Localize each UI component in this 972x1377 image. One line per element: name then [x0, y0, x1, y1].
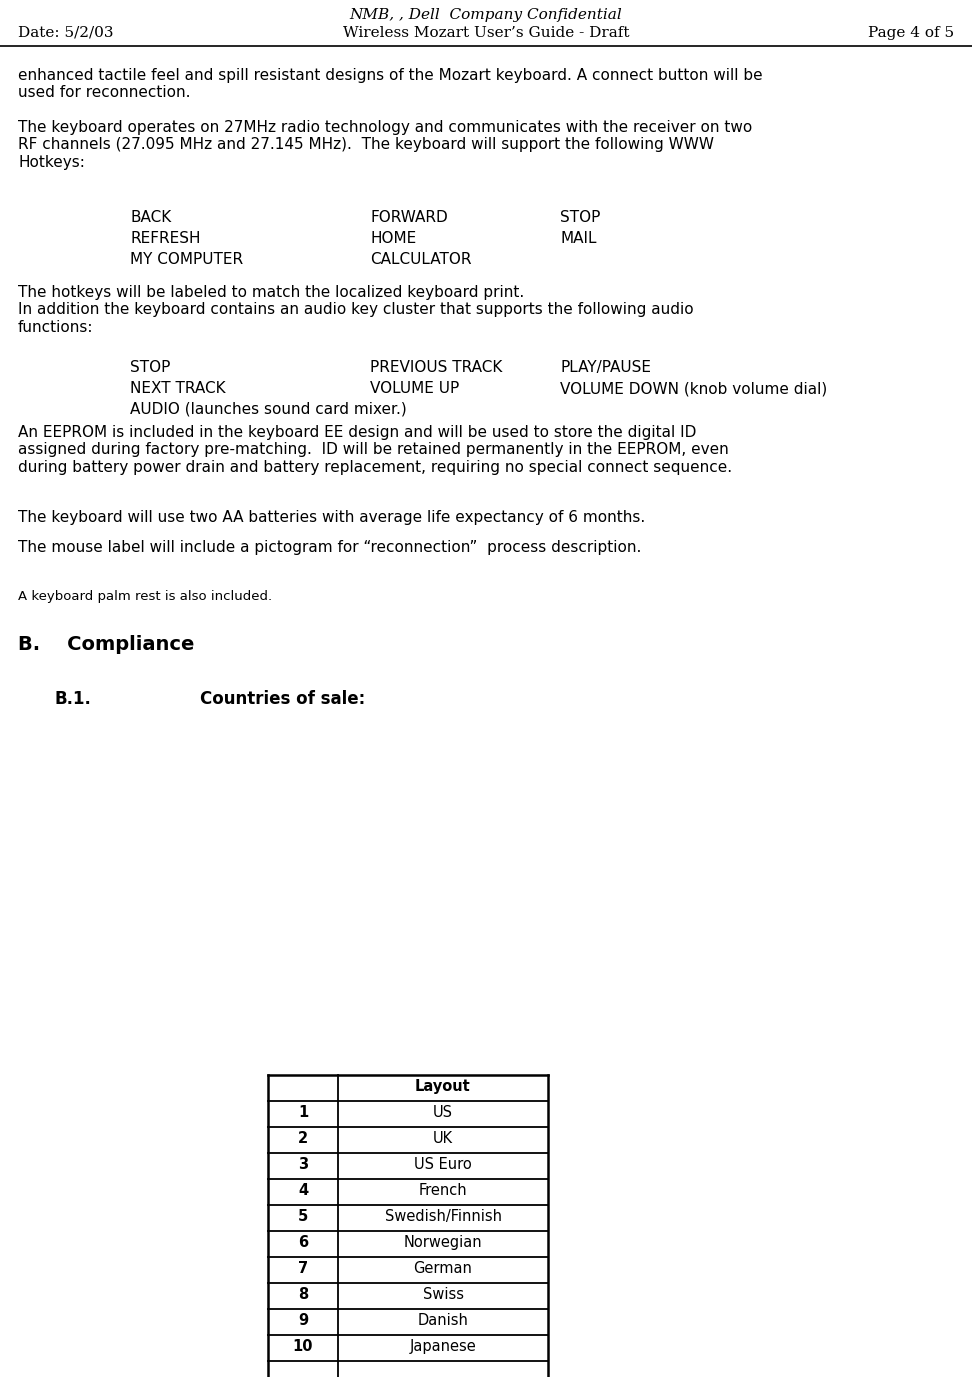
Text: B.1.: B.1. — [55, 690, 92, 708]
Text: PLAY/PAUSE: PLAY/PAUSE — [560, 359, 651, 375]
Text: Japanese: Japanese — [409, 1338, 476, 1354]
Text: 3: 3 — [298, 1157, 308, 1172]
Text: NMB, , Dell  Company Confidential: NMB, , Dell Company Confidential — [350, 8, 622, 22]
Text: BACK: BACK — [130, 211, 171, 224]
Text: STOP: STOP — [560, 211, 601, 224]
Text: An EEPROM is included in the keyboard EE design and will be used to store the di: An EEPROM is included in the keyboard EE… — [18, 425, 732, 475]
Text: German: German — [413, 1261, 472, 1276]
Text: FORWARD: FORWARD — [370, 211, 448, 224]
Text: Page 4 of 5: Page 4 of 5 — [868, 26, 954, 40]
Text: 8: 8 — [297, 1287, 308, 1303]
Text: HOME: HOME — [370, 231, 416, 246]
Text: French: French — [419, 1183, 468, 1198]
Text: Swedish/Finnish: Swedish/Finnish — [385, 1209, 502, 1224]
Text: B.    Compliance: B. Compliance — [18, 635, 194, 654]
Text: Swiss: Swiss — [423, 1287, 464, 1303]
Text: VOLUME UP: VOLUME UP — [370, 381, 459, 397]
Text: Countries of sale:: Countries of sale: — [200, 690, 365, 708]
Text: 2: 2 — [298, 1131, 308, 1146]
Text: STOP: STOP — [130, 359, 170, 375]
Text: 1: 1 — [297, 1104, 308, 1120]
Text: Date: 5/2/03: Date: 5/2/03 — [18, 26, 114, 40]
Text: MY COMPUTER: MY COMPUTER — [130, 252, 243, 267]
Text: VOLUME DOWN (knob volume dial): VOLUME DOWN (knob volume dial) — [560, 381, 827, 397]
Text: 9: 9 — [298, 1314, 308, 1327]
Text: PREVIOUS TRACK: PREVIOUS TRACK — [370, 359, 503, 375]
Text: AUDIO (launches sound card mixer.): AUDIO (launches sound card mixer.) — [130, 402, 406, 417]
Text: enhanced tactile feel and spill resistant designs of the Mozart keyboard. A conn: enhanced tactile feel and spill resistan… — [18, 67, 763, 101]
Text: 10: 10 — [293, 1338, 313, 1354]
Text: MAIL: MAIL — [560, 231, 597, 246]
Text: The keyboard operates on 27MHz radio technology and communicates with the receiv: The keyboard operates on 27MHz radio tec… — [18, 120, 752, 169]
Text: Danish: Danish — [418, 1314, 469, 1327]
Text: REFRESH: REFRESH — [130, 231, 200, 246]
Text: The hotkeys will be labeled to match the localized keyboard print.
In addition t: The hotkeys will be labeled to match the… — [18, 285, 694, 335]
Text: CALCULATOR: CALCULATOR — [370, 252, 471, 267]
Text: US Euro: US Euro — [414, 1157, 471, 1172]
Text: A keyboard palm rest is also included.: A keyboard palm rest is also included. — [18, 589, 272, 603]
Text: The mouse label will include a pictogram for “reconnection”  process description: The mouse label will include a pictogram… — [18, 540, 642, 555]
Text: US: US — [433, 1104, 453, 1120]
Text: The keyboard will use two AA batteries with average life expectancy of 6 months.: The keyboard will use two AA batteries w… — [18, 509, 645, 525]
Text: 5: 5 — [297, 1209, 308, 1224]
Text: 6: 6 — [298, 1235, 308, 1250]
Text: Wireless Mozart User’s Guide - Draft: Wireless Mozart User’s Guide - Draft — [343, 26, 629, 40]
Text: NEXT TRACK: NEXT TRACK — [130, 381, 226, 397]
Text: 4: 4 — [298, 1183, 308, 1198]
Text: Layout: Layout — [415, 1080, 470, 1093]
Text: Norwegian: Norwegian — [403, 1235, 482, 1250]
Text: UK: UK — [433, 1131, 453, 1146]
Text: 7: 7 — [298, 1261, 308, 1276]
